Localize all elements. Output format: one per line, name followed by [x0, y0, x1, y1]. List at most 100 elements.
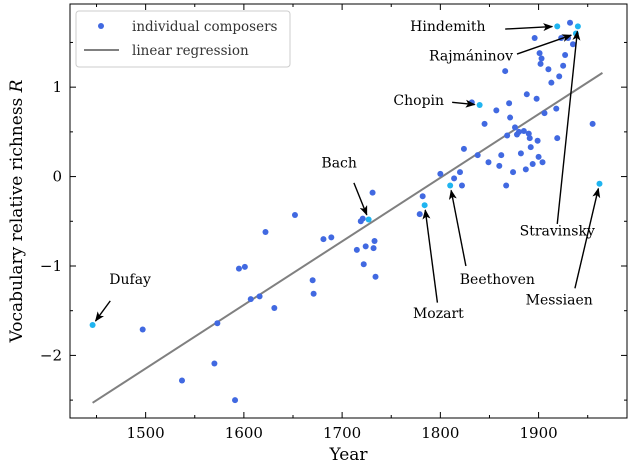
composer-point: [328, 234, 335, 241]
annotation-arrow-bach: [353, 182, 368, 216]
composer-point: [241, 263, 248, 270]
y-axis-label: Vocabulary relative richness R: [7, 79, 27, 343]
composer-point: [291, 212, 298, 219]
plot-frame: [69, 3, 628, 419]
annotation-arrow-rajmaninov: [516, 34, 573, 55]
annotation-arrow-messiaen: [574, 187, 601, 289]
composer-point: [517, 150, 524, 157]
composer-point: [512, 124, 519, 131]
composer-point: [481, 120, 488, 127]
composer-point: [526, 135, 533, 142]
y-tick-label: 0: [52, 168, 62, 186]
y-tick-label: 1: [52, 78, 62, 96]
composer-point: [506, 100, 513, 107]
composer-point: [539, 159, 546, 166]
composer-point: [560, 62, 567, 69]
y-axis-label-text: Vocabulary relative richness: [7, 92, 27, 343]
composer-point: [372, 273, 379, 280]
annotation-label-mozart: Mozart: [413, 306, 464, 322]
annotation-arrow-hindemith: [505, 23, 554, 32]
x-tick-label: 1500: [127, 424, 165, 442]
legend-label-regression: linear regression: [132, 43, 249, 59]
composer-point: [359, 215, 366, 222]
annotation-label-stravinsky: Stravinsky: [520, 224, 595, 240]
composer-point: [271, 305, 278, 312]
composer-point: [496, 162, 503, 169]
composer-point: [360, 261, 367, 268]
x-tick-label: 1800: [421, 424, 459, 442]
annotation-arrow-mozart: [422, 209, 439, 303]
composer-point: [211, 360, 218, 367]
composer-point: [178, 377, 185, 384]
composer-point: [256, 293, 263, 300]
composer-point: [362, 243, 369, 250]
annotation-label-bach: Bach: [321, 156, 357, 172]
composer-point: [502, 68, 509, 75]
composer-point: [522, 166, 529, 173]
composer-point: [485, 159, 492, 166]
annotations-layer: Dufay Bach Mozart Beethoven Chopin Hindemith R…: [94, 19, 601, 322]
composer-point: [520, 127, 527, 134]
composer-point: [548, 79, 555, 86]
composer-point: [456, 169, 463, 176]
composer-point: [536, 50, 543, 57]
ticks-layer: 1500 1600 1700 1800 1900 −2 −1 0 1: [40, 4, 627, 442]
composer-point: [541, 110, 548, 117]
composer-point: [545, 66, 552, 73]
composer-point: [553, 105, 560, 112]
annotation-label-dufay: Dufay: [109, 272, 151, 288]
legend-box: [75, 10, 291, 68]
composer-point: [371, 237, 378, 244]
x-tick-label: 1600: [225, 424, 263, 442]
highlighted-point-chopin: [476, 102, 483, 109]
composer-point: [370, 245, 377, 252]
composer-point: [437, 170, 444, 177]
x-tick-label: 1900: [519, 424, 557, 442]
composer-point: [533, 95, 540, 102]
composer-point: [507, 114, 514, 121]
highlighted-point-bach: [365, 216, 372, 223]
composer-point: [554, 135, 561, 142]
composer-point: [529, 161, 536, 168]
y-tick-label: −1: [40, 257, 62, 275]
composer-point: [214, 320, 221, 327]
composer-point: [493, 107, 500, 114]
composer-point: [320, 236, 327, 243]
annotation-arrow-dufay: [94, 300, 111, 322]
composer-point: [369, 189, 376, 196]
y-tick-label: −2: [40, 346, 62, 364]
composer-point: [498, 152, 505, 159]
composer-point: [569, 41, 576, 48]
composer-point: [353, 246, 360, 253]
composer-point: [310, 290, 317, 297]
highlighted-point-hindemith: [554, 23, 561, 30]
composer-point: [567, 19, 574, 26]
annotation-label-rajmaninov: Rajmáninov: [429, 48, 513, 64]
composer-point: [262, 229, 269, 236]
composer-point: [510, 169, 517, 176]
x-axis-label: Year: [328, 445, 368, 465]
composer-point: [416, 211, 423, 218]
legend-marker-individual: [98, 23, 104, 29]
legend: individual composers linear regression: [75, 10, 291, 68]
composer-point: [515, 128, 522, 135]
composer-point: [232, 397, 239, 404]
composer-point: [531, 34, 538, 41]
composer-point: [458, 182, 465, 189]
legend-label-individual: individual composers: [132, 19, 278, 35]
composer-point: [556, 73, 563, 80]
composer-point: [525, 130, 532, 137]
highlighted-point-dufay: [89, 322, 96, 329]
composer-point: [139, 326, 146, 333]
highlighted-point-mozart: [421, 202, 428, 209]
annotation-arrow-beethoven: [448, 189, 467, 267]
highlighted-point-beethoven: [447, 182, 454, 189]
composer-point: [527, 144, 534, 151]
points-layer: [89, 19, 603, 404]
composer-point: [419, 193, 426, 200]
composer-point: [460, 145, 467, 152]
composer-point: [247, 296, 254, 303]
composer-point: [562, 51, 569, 58]
annotation-label-chopin: Chopin: [393, 93, 444, 109]
